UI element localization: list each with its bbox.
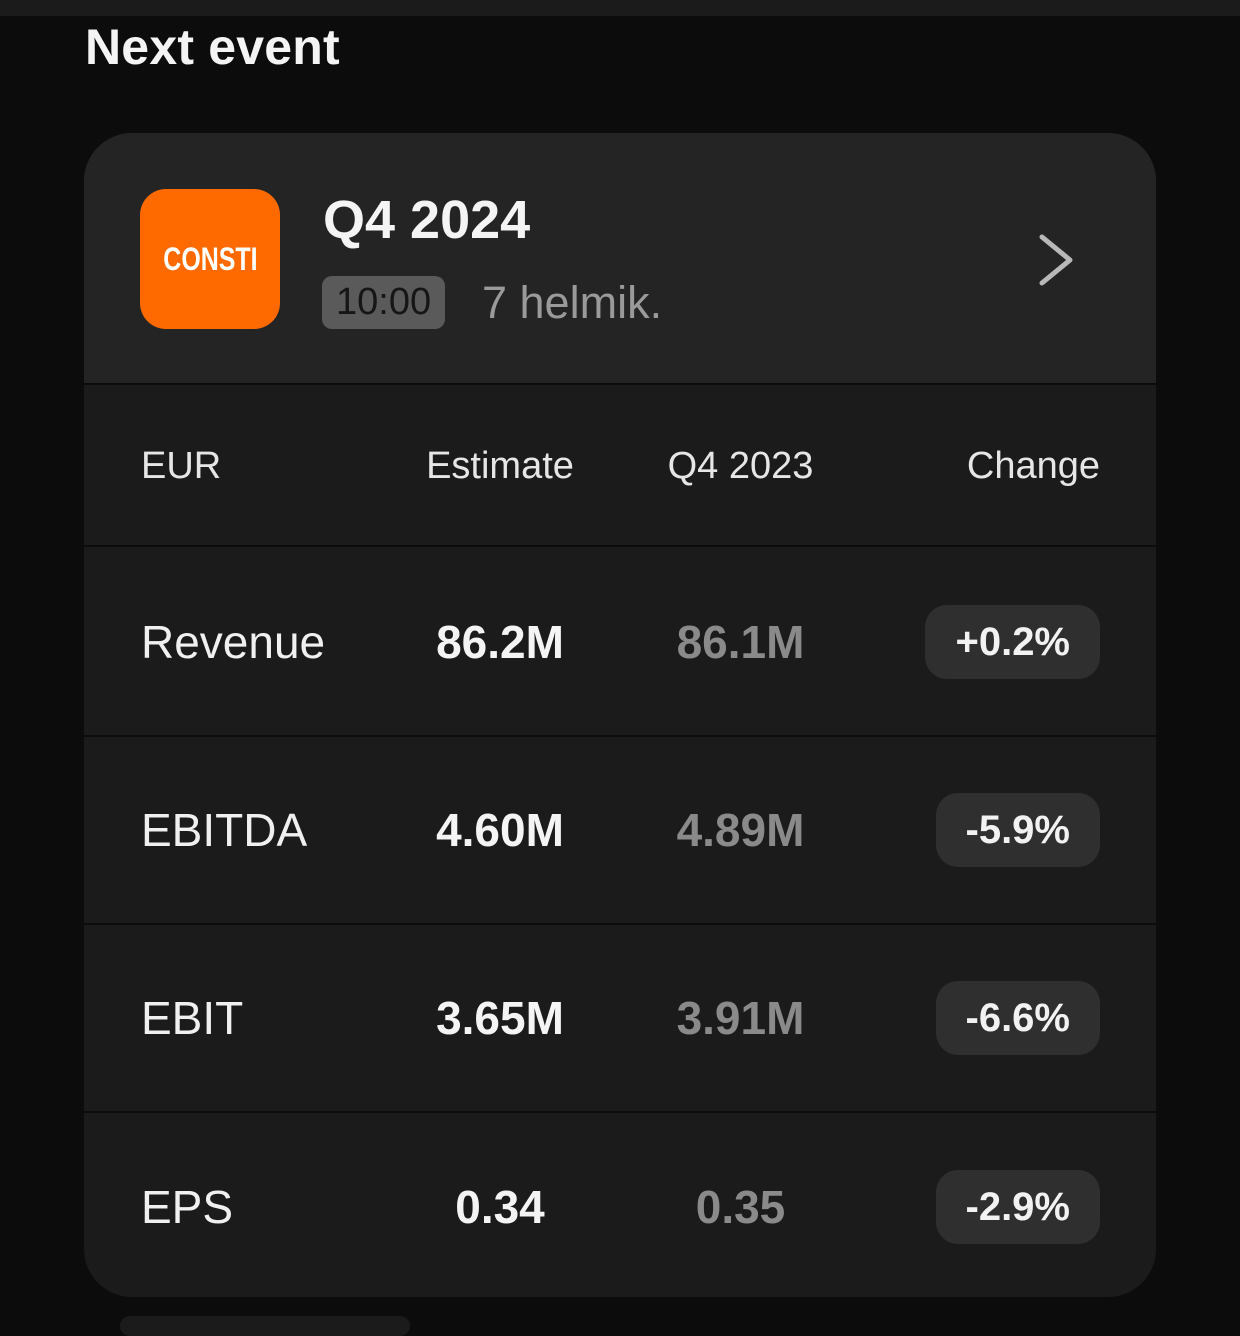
table-header-row: EUR Estimate Q4 2023 Change bbox=[84, 387, 1156, 547]
table-row: EBITDA 4.60M 4.89M -5.9% bbox=[84, 737, 1156, 925]
header-currency: EUR bbox=[141, 444, 222, 487]
metric-label: Revenue bbox=[141, 616, 326, 668]
change-badge: -5.9% bbox=[935, 793, 1100, 867]
metric-previous: 3.91M bbox=[676, 992, 805, 1044]
metric-change-cell: +0.2% bbox=[925, 549, 1100, 735]
metric-change-cell: -6.6% bbox=[935, 925, 1100, 1111]
event-time-badge: 10:00 bbox=[322, 276, 446, 329]
metric-estimate: 3.65M bbox=[436, 992, 564, 1044]
change-badge: +0.2% bbox=[925, 605, 1100, 679]
next-card-peek bbox=[120, 1316, 410, 1336]
event-date: 7 helmik. bbox=[482, 277, 663, 328]
chevron-right-icon[interactable] bbox=[1034, 233, 1080, 287]
header-previous: Q4 2023 bbox=[667, 444, 814, 487]
table-row: EBIT 3.65M 3.91M -6.6% bbox=[84, 925, 1156, 1113]
company-logo: CONSTI bbox=[140, 189, 280, 329]
section-title: Next event bbox=[85, 19, 340, 75]
event-period: Q4 2024 bbox=[323, 190, 531, 250]
table-row: Revenue 86.2M 86.1M +0.2% bbox=[84, 549, 1156, 737]
metric-estimate: 0.34 bbox=[455, 1181, 545, 1233]
metric-previous: 86.1M bbox=[676, 616, 805, 668]
change-badge: -2.9% bbox=[935, 1170, 1100, 1244]
table-row: EPS 0.34 0.35 -2.9% bbox=[84, 1113, 1156, 1297]
metric-previous: 0.35 bbox=[695, 1181, 786, 1233]
metric-label: EBITDA bbox=[141, 804, 308, 856]
metric-estimate: 4.60M bbox=[436, 804, 564, 856]
next-event-card: CONSTI Q4 2024 10:00 7 helmik. EUR Estim… bbox=[84, 133, 1156, 1297]
metric-label: EPS bbox=[141, 1181, 234, 1233]
header-change: Change bbox=[966, 444, 1100, 487]
metric-estimate: 86.2M bbox=[436, 616, 564, 668]
metric-change-cell: -2.9% bbox=[935, 1113, 1100, 1297]
event-header[interactable]: CONSTI Q4 2024 10:00 7 helmik. bbox=[84, 133, 1156, 385]
change-badge: -6.6% bbox=[935, 981, 1100, 1055]
top-strip bbox=[0, 0, 1240, 16]
metric-label: EBIT bbox=[141, 992, 244, 1044]
metric-change-cell: -5.9% bbox=[935, 737, 1100, 923]
metric-previous: 4.89M bbox=[676, 804, 805, 856]
company-logo-text: CONSTI bbox=[162, 240, 258, 277]
header-estimate: Estimate bbox=[426, 444, 574, 487]
